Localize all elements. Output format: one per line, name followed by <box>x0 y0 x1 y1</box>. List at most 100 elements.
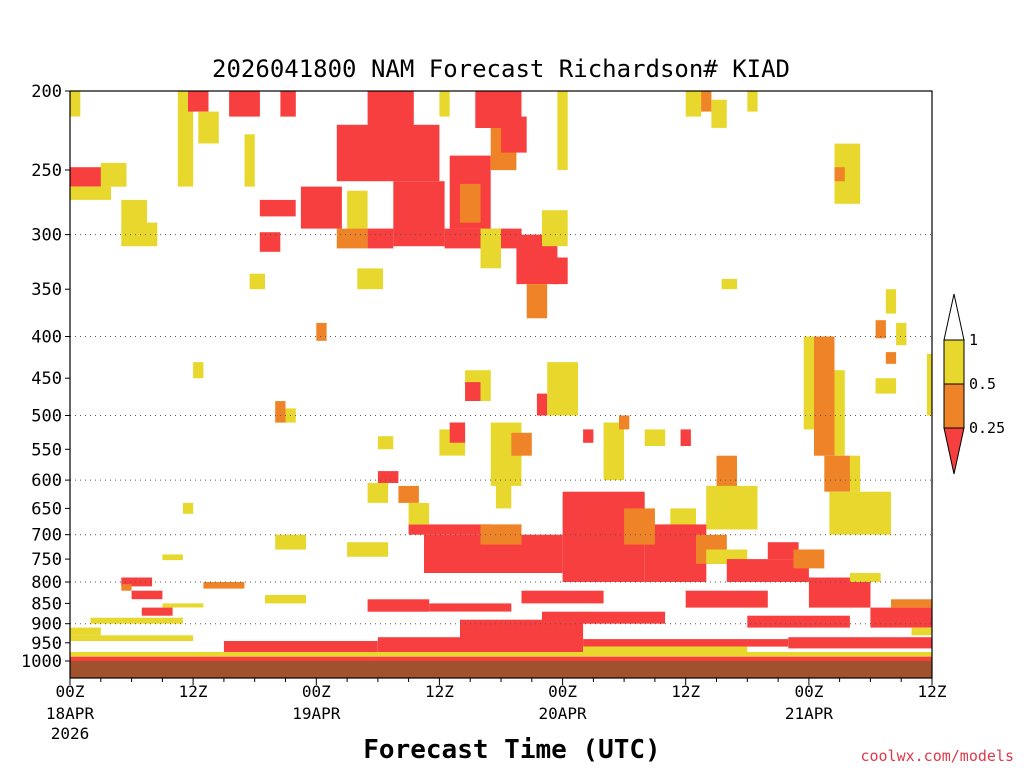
ri-cell-0.5_1-49 <box>926 353 932 416</box>
y-tick-label-300: 300 <box>31 226 62 246</box>
y-tick-label-800: 800 <box>31 573 62 593</box>
ri-cell-lt_0.25-122 <box>788 637 932 649</box>
ri-cell-0.5_1-109 <box>70 627 101 636</box>
ri-cell-lt_0.25-15 <box>300 186 342 229</box>
ri-cell-0.5_1-79 <box>367 483 389 503</box>
legend-label-2: 0.25 <box>969 419 1005 437</box>
y-tick-label-700: 700 <box>31 526 62 546</box>
x-axis-title: Forecast Time (UTC) <box>363 735 660 765</box>
ri-cell-0.5_1-13 <box>249 273 265 290</box>
ri-cell-lt_0.25-59 <box>449 422 466 443</box>
ri-cell-0.25_0.5-47 <box>885 352 897 364</box>
x-tick-label-4: 00Z <box>548 682 577 701</box>
ri-cell-0.25_0.5-43 <box>834 167 845 182</box>
x-tick-label-2: 00Z <box>302 682 331 701</box>
ri-cell-0.5_1-36 <box>439 91 450 117</box>
surface-band <box>70 661 932 678</box>
ri-cell-0.5_1-76 <box>193 362 204 379</box>
ri-cell-lt_0.25-7 <box>188 91 209 112</box>
ri-cell-0.5_1-70 <box>644 429 666 446</box>
surface-layer <box>70 661 932 678</box>
ri-cell-0.5_1-64 <box>495 480 512 509</box>
ri-cell-0.5_1-8 <box>198 111 219 144</box>
ri-cell-lt_0.25-115 <box>747 615 850 628</box>
ri-cell-0.25_0.5-53 <box>824 455 850 492</box>
ri-cell-lt_0.25-117 <box>223 641 378 653</box>
x-date-label-4: 20APR <box>539 704 588 723</box>
y-tick-label-550: 550 <box>31 440 62 460</box>
ri-cell-0.5_1-0 <box>70 91 81 117</box>
x-tick-label-7: 12Z <box>918 682 947 701</box>
ri-cell-0.5_1-10 <box>244 134 255 187</box>
ri-cell-lt_0.25-56 <box>536 393 548 416</box>
legend-swatch-1 <box>943 383 965 429</box>
y-tick-label-1000: 1000 <box>21 652 62 672</box>
ri-cell-0.25_0.5-87 <box>480 524 522 545</box>
y-tick-label-400: 400 <box>31 328 62 348</box>
ri-cell-0.25_0.5-107 <box>203 582 245 589</box>
ri-cell-lt_0.25-119 <box>460 619 584 652</box>
x-date-label-2: 19APR <box>292 704 341 723</box>
legend-label-1: 0.5 <box>969 375 996 393</box>
x-tick-label-6: 00Z <box>794 682 823 701</box>
y-tick-label-900: 900 <box>31 615 62 635</box>
ri-cell-0.5_1-4 <box>121 199 147 247</box>
ri-cell-0.5_1-37 <box>685 91 702 117</box>
ri-cell-0.5_1-83 <box>275 534 306 550</box>
ri-cell-0.25_0.5-45 <box>875 320 886 339</box>
ri-cell-lt_0.25-124 <box>70 656 932 661</box>
ri-cell-0.25_0.5-71 <box>716 455 737 492</box>
credit-watermark: coolwx.com/models <box>860 747 1014 765</box>
ri-cell-lt_0.25-78 <box>377 471 399 483</box>
ri-cell-lt_0.25-98 <box>870 607 932 628</box>
ri-cell-0.5_1-22 <box>357 268 383 290</box>
ri-cell-0.5_1-6 <box>177 91 194 187</box>
ri-cell-lt_0.25-112 <box>521 590 604 604</box>
ri-cell-0.25_0.5-32 <box>526 284 548 319</box>
ri-cell-0.5_1-106 <box>90 617 183 624</box>
ri-cell-0.5_1-3 <box>70 186 111 200</box>
ri-cell-0.5_1-75 <box>182 502 194 514</box>
x-tick-label-5: 12Z <box>671 682 700 701</box>
ri-cell-lt_0.25-68 <box>680 429 691 446</box>
ri-cell-lt_0.25-84 <box>408 524 491 535</box>
ri-cell-lt_0.25-21 <box>367 228 394 249</box>
ri-cell-lt_0.25-120 <box>583 639 789 647</box>
ri-cell-0.25_0.5-38 <box>701 91 712 112</box>
ri-cell-0.25_0.5-80 <box>398 485 419 503</box>
ri-cell-lt_0.25-111 <box>429 603 512 612</box>
ri-cell-0.5_1-66 <box>603 422 625 481</box>
ri-cell-0.25_0.5-26 <box>460 183 481 223</box>
ri-cell-lt_0.25-14 <box>280 91 296 117</box>
y-tick-label-600: 600 <box>31 471 62 491</box>
y-tick-label-850: 850 <box>31 594 62 614</box>
ri-cell-lt_0.25-61 <box>465 382 481 401</box>
ri-cell-0.5_1-44 <box>885 289 897 314</box>
y-tick-label-200: 200 <box>31 82 62 102</box>
ri-cell-lt_0.25-110 <box>367 599 430 612</box>
ri-cell-0.5_1-108 <box>265 595 306 604</box>
ri-cell-0.5_1-33 <box>542 210 568 247</box>
ri-cell-0.5_1-121 <box>583 646 748 652</box>
y-tick-label-450: 450 <box>31 369 62 389</box>
ri-cell-lt_0.25-94 <box>767 542 799 560</box>
ri-cell-lt_0.25-114 <box>685 590 768 608</box>
ri-cell-0.5_1-123 <box>70 652 932 657</box>
ri-cell-lt_0.25-12 <box>259 232 281 252</box>
ri-cell-0.25_0.5-91 <box>624 508 655 545</box>
ri-cell-lt_0.25-96 <box>808 577 871 608</box>
ri-cell-0.5_1-100 <box>911 627 932 636</box>
legend-swatch-0 <box>943 339 965 385</box>
ri-cell-0.5_1-5 <box>147 222 158 247</box>
ri-cell-0.5_1-85 <box>408 502 430 525</box>
y-tick-label-650: 650 <box>31 499 62 519</box>
ri-cell-lt_0.25-1 <box>70 167 106 187</box>
ri-cell-lt_0.25-93 <box>726 559 809 582</box>
ri-cell-0.25_0.5-20 <box>336 228 368 249</box>
ri-cell-lt_0.25-65 <box>583 429 594 443</box>
ri-cell-lt_0.25-34 <box>552 257 568 285</box>
ri-cell-0.5_1-48 <box>875 378 897 394</box>
ri-cell-0.5_1-55 <box>829 491 891 535</box>
